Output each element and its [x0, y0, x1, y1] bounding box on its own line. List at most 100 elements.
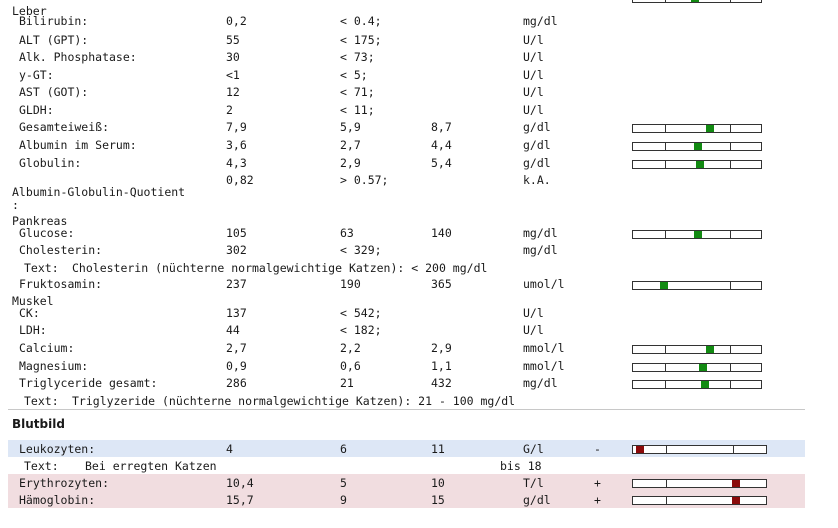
result-unit: mmol/l — [523, 341, 565, 355]
blutbild-value: 15,7 — [226, 493, 254, 507]
result-low: < 542; — [340, 306, 382, 320]
result-unit: U/l — [523, 68, 544, 82]
result-value: 0,9 — [226, 359, 247, 373]
result-high: 432 — [431, 376, 452, 390]
result-value: 7,9 — [226, 120, 247, 134]
result-high: 140 — [431, 226, 452, 240]
range-bar — [632, 230, 762, 239]
result-unit: g/dl — [523, 138, 551, 152]
range-marker — [701, 381, 709, 388]
range-marker — [636, 446, 644, 453]
note-label: Text: — [24, 394, 59, 408]
result-value: 12 — [226, 85, 240, 99]
result-low: 2,2 — [340, 341, 361, 355]
note-cholesterin: Cholesterin (nüchterne normalgewichtige … — [72, 261, 488, 275]
range-bar — [632, 496, 767, 505]
result-value: 237 — [226, 277, 247, 291]
result-unit: mmol/l — [523, 359, 565, 373]
result-low: 2,9 — [340, 156, 361, 170]
blutbild-unit: g/dl — [523, 493, 551, 507]
row-highlight-low — [8, 440, 805, 457]
range-marker — [706, 125, 714, 132]
result-unit: U/l — [523, 33, 544, 47]
section-muskel: Muskel — [12, 294, 54, 308]
result-unit: mg/dl — [523, 226, 558, 240]
range-marker — [660, 282, 668, 289]
range-bar — [632, 160, 762, 169]
range-marker — [694, 231, 702, 238]
result-low: 0,6 — [340, 359, 361, 373]
result-value: 44 — [226, 323, 240, 337]
result-unit: U/l — [523, 323, 544, 337]
blutbild-low: 6 — [340, 442, 347, 456]
result-high: 4,4 — [431, 138, 452, 152]
result-low: 190 — [340, 277, 361, 291]
row-highlight-high — [8, 474, 805, 491]
result-low: < 175; — [340, 33, 382, 47]
result-unit: mg/dl — [523, 243, 558, 257]
result-unit: mg/dl — [523, 376, 558, 390]
result-name: Gesamteiweiß: — [19, 120, 110, 134]
blutbild-value: 10,4 — [226, 476, 254, 490]
result-name: Triglyceride gesamt: — [19, 376, 158, 390]
range-marker — [699, 364, 707, 371]
section-albumin-globulin-colon: : — [12, 198, 19, 212]
blutbild-flag: + — [594, 476, 601, 490]
result-name: Magnesium: — [19, 359, 89, 373]
range-bar-bilirubin-partial — [632, 0, 762, 3]
result-name: Cholesterin: — [19, 243, 103, 257]
range-bar — [632, 281, 762, 290]
result-unit: U/l — [523, 103, 544, 117]
note-label: Text: — [24, 261, 59, 275]
result-value: 302 — [226, 243, 247, 257]
range-marker — [732, 480, 740, 487]
result-value: <1 — [226, 68, 240, 82]
blutbild-low: 9 — [340, 493, 347, 507]
blutbild-name: Leukozyten: — [19, 442, 96, 456]
result-value: 0,82 — [226, 173, 254, 187]
result-unit: g/dl — [523, 156, 551, 170]
section-blutbild-header: Blutbild — [12, 417, 65, 431]
result-unit: umol/l — [523, 277, 565, 291]
blutbild-flag: + — [594, 493, 601, 507]
result-unit: U/l — [523, 50, 544, 64]
result-name: LDH: — [19, 323, 47, 337]
result-unit: U/l — [523, 306, 544, 320]
result-name: Albumin im Serum: — [19, 138, 137, 152]
result-name: Fruktosamin: — [19, 277, 103, 291]
result-name: Glucose: — [19, 226, 75, 240]
result-high: 5,4 — [431, 156, 452, 170]
range-bar — [632, 345, 762, 354]
result-low: 21 — [340, 376, 354, 390]
result-value: 30 — [226, 50, 240, 64]
note-label: Text: — [24, 459, 59, 473]
result-value: 286 — [226, 376, 247, 390]
result-low: < 329; — [340, 243, 382, 257]
row-highlight-high — [8, 491, 805, 508]
result-low: 2,7 — [340, 138, 361, 152]
result-value: 105 — [226, 226, 247, 240]
range-marker — [694, 143, 702, 150]
range-marker — [706, 346, 714, 353]
result-name: Alk. Phosphatase: — [19, 50, 137, 64]
result-value: 137 — [226, 306, 247, 320]
result-low: < 182; — [340, 323, 382, 337]
result-unit: U/l — [523, 85, 544, 99]
result-value: 2 — [226, 103, 233, 117]
range-bar — [632, 142, 762, 151]
blutbild-value: 4 — [226, 442, 233, 456]
blutbild-low: 5 — [340, 476, 347, 490]
note-leukozyten: Bei erregten Katzen — [85, 459, 217, 473]
section-pankreas: Pankreas — [12, 214, 68, 228]
result-low: < 11; — [340, 103, 375, 117]
result-name: GLDH: — [19, 103, 54, 117]
result-name: Globulin: — [19, 156, 82, 170]
result-value: 4,3 — [226, 156, 247, 170]
blutbild-high: 15 — [431, 493, 445, 507]
result-name: y-GT: — [19, 68, 54, 82]
result-high: 365 — [431, 277, 452, 291]
blutbild-flag: - — [594, 442, 601, 456]
result-high: 8,7 — [431, 120, 452, 134]
range-bar — [632, 479, 767, 488]
range-bar — [632, 363, 762, 372]
